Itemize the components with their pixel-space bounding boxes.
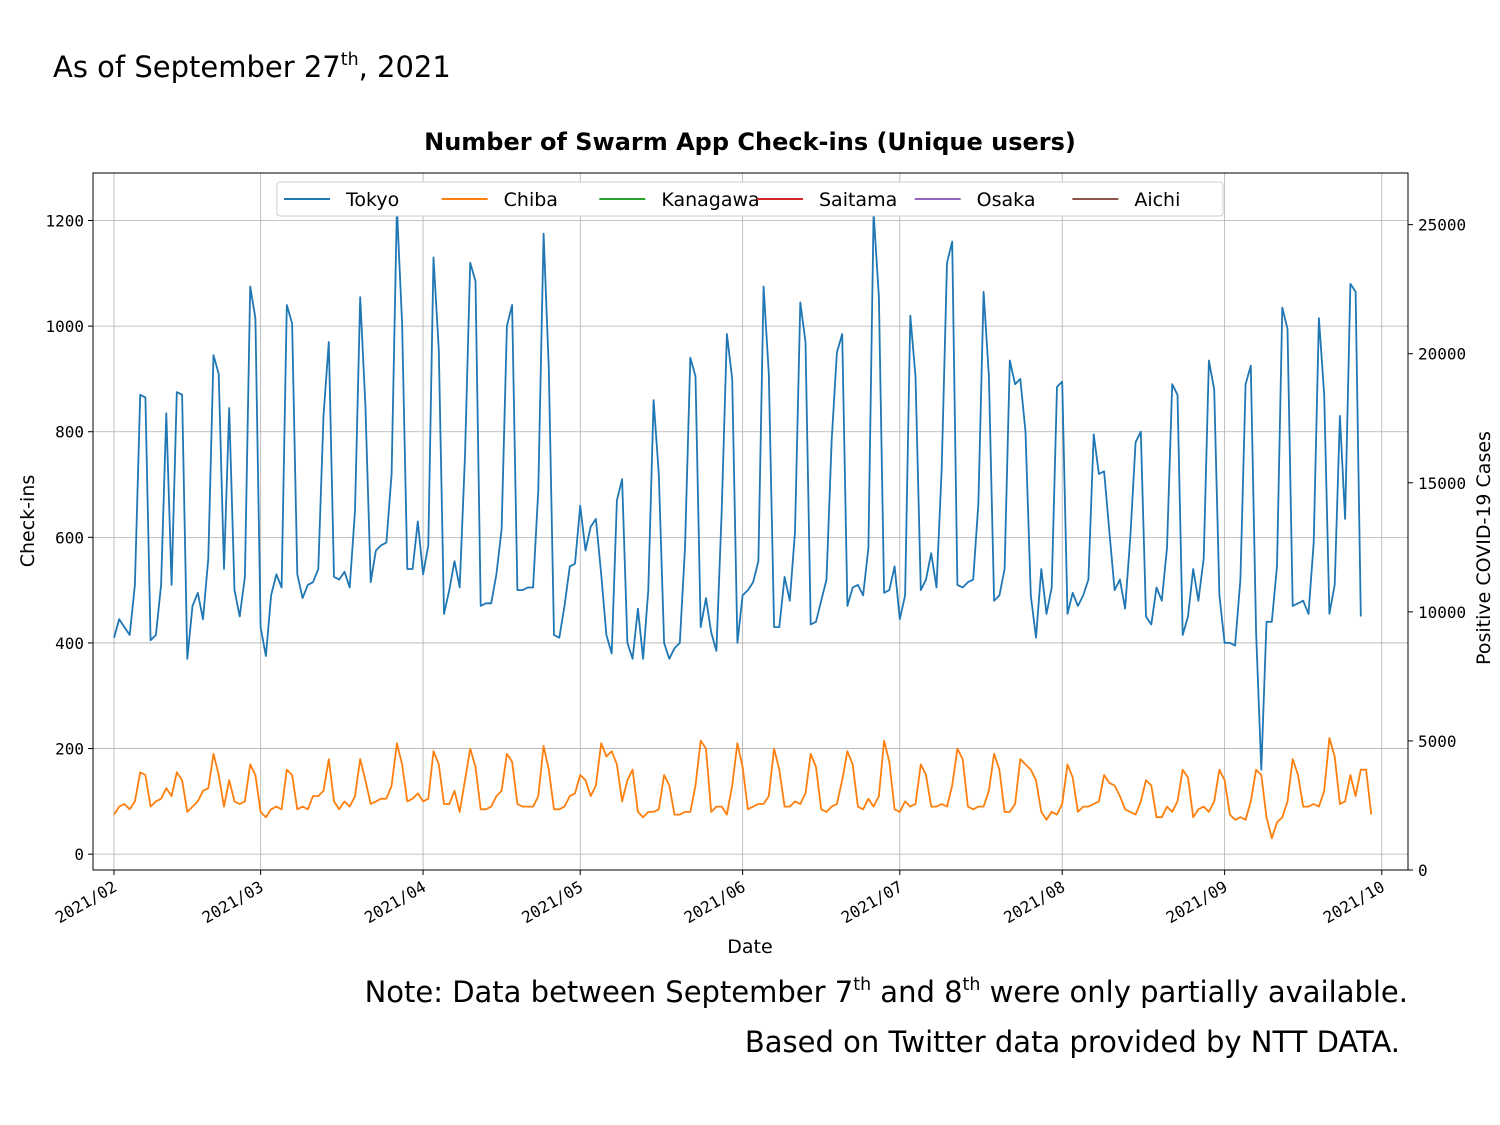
y-tick-label: 800	[55, 423, 84, 442]
legend-label-chiba: Chiba	[504, 189, 558, 211]
y2-tick-label: 0	[1418, 861, 1428, 880]
legend-label-aichi: Aichi	[1134, 189, 1180, 211]
legend-label-saitama: Saitama	[819, 189, 897, 211]
note-sup-2: th	[962, 974, 981, 995]
series-line-tokyo	[113, 206, 1362, 771]
x-axis-label: Date	[727, 936, 772, 958]
as-of-prefix: As of September 27	[53, 50, 341, 84]
y2-axis-label: Positive COVID-19 Cases	[1473, 431, 1495, 665]
y-tick-label: 400	[55, 634, 84, 653]
y2-tick-label: 25000	[1418, 216, 1466, 235]
y2-tick-label: 10000	[1418, 603, 1466, 622]
x-tick-label: 2021/06	[681, 877, 749, 927]
x-tick-label: 2021/08	[1000, 877, 1068, 927]
y2-tick-label: 20000	[1418, 345, 1466, 364]
legend-label-kanagawa: Kanagawa	[661, 189, 759, 211]
legend-box	[276, 181, 1224, 217]
legend-label-tokyo: Tokyo	[345, 189, 399, 211]
y-tick-label: 1200	[45, 212, 84, 231]
note-part-1: Note: Data between September 7	[364, 975, 854, 1009]
chart-title: Number of Swarm App Check-ins (Unique us…	[424, 128, 1076, 156]
x-tick-label: 2021/10	[1320, 877, 1388, 927]
x-tick-label: 2021/02	[52, 877, 120, 927]
y-tick-label: 200	[55, 740, 84, 759]
series-lines-layer	[113, 206, 1373, 840]
legend: Tokyo Chiba Kanagawa Saitama Osaka Aichi	[276, 181, 1224, 217]
x-tick-label: 2021/09	[1163, 877, 1231, 927]
x-tick-label: 2021/05	[518, 877, 586, 927]
as-of-date-heading: As of September 27th, 2021	[53, 50, 451, 84]
x-tick-label: 2021/07	[838, 877, 906, 927]
x-tick-label: 2021/03	[199, 877, 267, 927]
plot-frame	[92, 172, 1409, 871]
x-tick-label: 2021/04	[361, 877, 429, 927]
note-sup-1: th	[853, 974, 872, 995]
y2-tick-label: 5000	[1418, 732, 1457, 751]
footnote: Note: Data between September 7th and 8th…	[365, 975, 1408, 1009]
y-tick-label: 1000	[45, 317, 84, 336]
note-part-2: and 8	[871, 975, 963, 1009]
note-part-3: were only partially available.	[980, 975, 1408, 1009]
y-axis-label: Check-ins	[17, 475, 39, 568]
y-tick-label: 0	[74, 845, 84, 864]
y2-tick-label: 15000	[1418, 474, 1466, 493]
as-of-suffix: , 2021	[358, 50, 451, 84]
source-note: Based on Twitter data provided by NTT DA…	[744, 1025, 1400, 1059]
y-tick-label: 600	[55, 528, 84, 547]
series-line-chiba	[113, 737, 1373, 840]
as-of-superscript: th	[340, 49, 359, 70]
grid-layer	[93, 173, 1408, 870]
legend-label-osaka: Osaka	[977, 189, 1036, 211]
